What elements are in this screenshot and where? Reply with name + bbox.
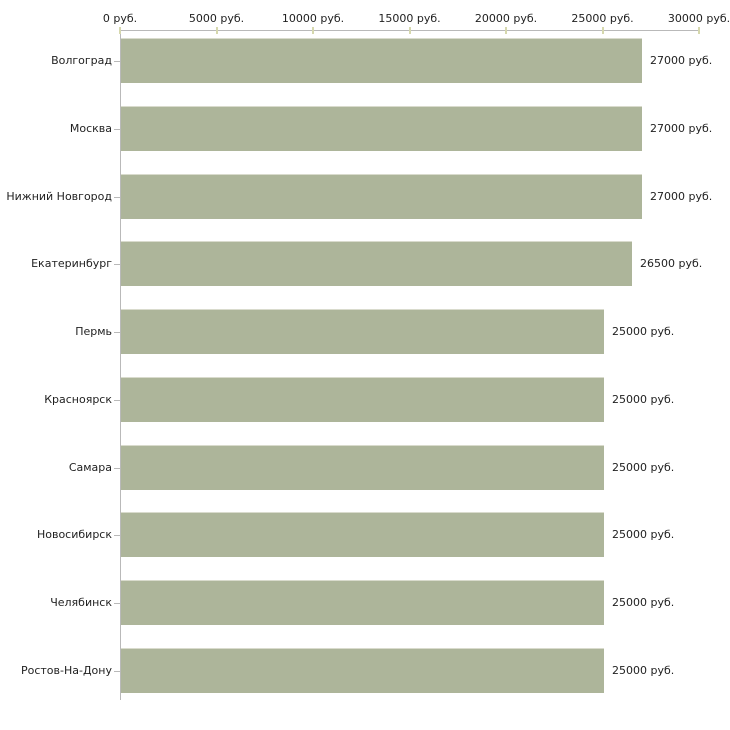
bar-Екатеринбург <box>121 241 632 286</box>
value-label: 25000 руб. <box>612 325 675 338</box>
bar-Новосибирск <box>121 512 604 557</box>
x-tick-label: 30000 руб. <box>667 12 730 25</box>
y-axis-line <box>120 30 121 700</box>
category-label: Ростов-На-Дону <box>20 664 112 677</box>
x-tick-mark <box>119 27 121 34</box>
bar-Пермь <box>121 309 604 354</box>
bar-Челябинск <box>121 580 604 625</box>
value-label: 25000 руб. <box>612 393 675 406</box>
category-tick-mark <box>114 264 120 265</box>
value-label: 26500 руб. <box>640 257 703 270</box>
category-label: Челябинск <box>50 596 112 609</box>
category-tick-mark <box>114 129 120 130</box>
value-label: 27000 руб. <box>650 190 713 203</box>
category-label: Москва <box>69 122 112 135</box>
bar-Нижний Новгород <box>121 174 642 219</box>
category-tick-mark <box>114 332 120 333</box>
x-tick-label: 10000 руб. <box>281 12 345 25</box>
value-label: 25000 руб. <box>612 461 675 474</box>
category-tick-mark <box>114 671 120 672</box>
bar-Красноярск <box>121 377 604 422</box>
value-label: 25000 руб. <box>612 664 675 677</box>
category-label: Екатеринбург <box>31 257 112 270</box>
category-tick-mark <box>114 197 120 198</box>
x-tick-mark <box>505 27 507 34</box>
x-tick-mark <box>215 27 218 34</box>
x-tick-mark <box>312 27 314 34</box>
category-tick-mark <box>114 535 120 536</box>
category-label: Новосибирск <box>36 528 112 541</box>
x-tick-label: 15000 руб. <box>378 12 441 25</box>
category-label: Нижний Новгород <box>6 190 112 203</box>
bar-Москва <box>121 106 642 151</box>
x-tick-mark <box>601 27 604 34</box>
bar-Волгоград <box>121 38 642 83</box>
category-tick-mark <box>114 603 120 604</box>
category-label: Самара <box>68 461 112 474</box>
value-label: 27000 руб. <box>650 54 713 67</box>
bar-Самара <box>121 445 604 490</box>
value-label: 27000 руб. <box>650 122 713 135</box>
category-tick-mark <box>114 61 120 62</box>
category-label: Пермь <box>75 325 112 338</box>
value-label: 25000 руб. <box>612 528 675 541</box>
category-label: Красноярск <box>44 393 112 406</box>
x-tick-mark <box>408 27 411 34</box>
x-tick-label: 20000 руб. <box>474 12 538 25</box>
value-label: 25000 руб. <box>612 596 675 609</box>
x-tick-label: 5000 руб. <box>188 12 245 25</box>
category-tick-mark <box>114 400 120 401</box>
x-tick-label: 25000 руб. <box>571 12 634 25</box>
x-tick-mark <box>698 27 700 34</box>
x-tick-label: 0 руб. <box>102 12 138 25</box>
bar-Ростов-На-Дону <box>121 648 604 693</box>
category-tick-mark <box>114 468 120 469</box>
category-label: Волгоград <box>51 54 112 67</box>
